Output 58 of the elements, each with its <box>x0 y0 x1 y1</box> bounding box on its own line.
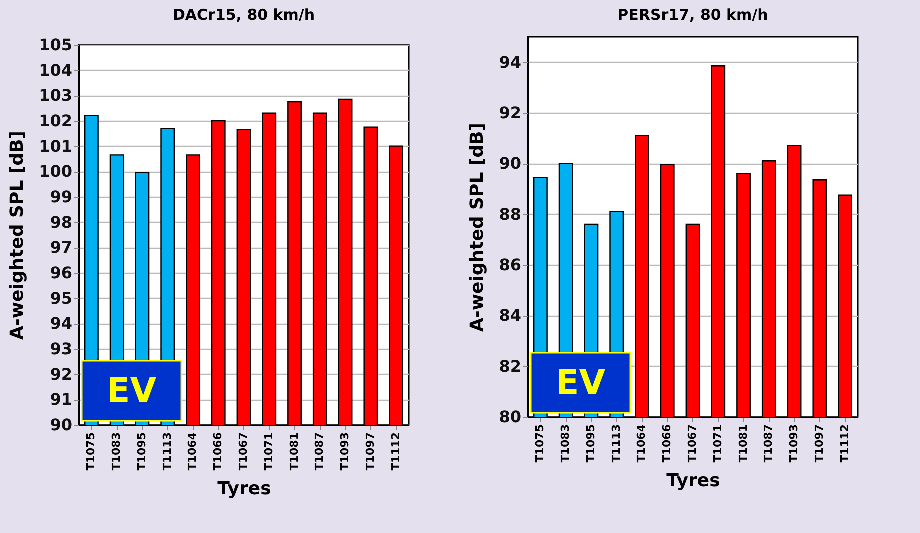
y-axis-title: A-weighted SPL [dB] <box>467 122 488 332</box>
x-tick-label: T1081 <box>288 432 301 471</box>
x-tick-label: T1097 <box>364 432 377 471</box>
y-tick-label: 101 <box>39 136 72 156</box>
x-tick-label: T1095 <box>584 424 598 463</box>
x-tick-label: T1095 <box>135 432 148 471</box>
y-tick-label: 102 <box>39 112 72 130</box>
x-tick-label: T1071 <box>711 424 724 463</box>
y-tick-label: 96 <box>50 264 72 282</box>
y-axis-title: A-weighted SPL [dB] <box>7 130 28 340</box>
y-tick-label: 88 <box>499 204 522 224</box>
y-tick-label: 105 <box>39 36 72 54</box>
y-tick-label: 95 <box>50 288 72 308</box>
x-tick-label: T1066 <box>660 424 674 463</box>
x-tick-label: T1113 <box>160 432 174 471</box>
x-tick-label: T1097 <box>812 424 826 463</box>
y-tick-label: 92 <box>499 104 522 122</box>
x-axis-title: Tyres <box>666 470 720 492</box>
y-tick-label: 86 <box>499 256 522 274</box>
y-tick-label: 100 <box>39 162 72 182</box>
x-tick-label: T1087 <box>313 432 326 471</box>
x-tick-label: T1112 <box>389 432 402 471</box>
x-tick-label: T1064 <box>635 424 648 463</box>
x-tick-label: T1071 <box>262 432 276 471</box>
y-tick-label: 98 <box>50 212 72 232</box>
x-axis-title: Tyres <box>218 478 272 500</box>
y-tick-label: 91 <box>50 390 72 410</box>
y-tick-label: 97 <box>50 238 72 258</box>
y-tick-label: 84 <box>499 306 522 326</box>
x-tick-label: T1093 <box>788 424 801 463</box>
y-tick-label: 93 <box>50 340 72 358</box>
x-tick-label: T1067 <box>237 432 250 471</box>
y-tick-label: 90 <box>499 154 522 174</box>
x-tick-label: T1113 <box>610 424 623 463</box>
x-tick-label: T1083 <box>110 432 124 471</box>
x-tick-label: T1087 <box>762 424 776 463</box>
x-tick-label: T1112 <box>838 424 852 463</box>
y-tick-label: 80 <box>499 408 522 426</box>
x-tick-label: T1066 <box>212 432 225 471</box>
y-tick-label: 94 <box>499 52 522 72</box>
y-tick-label: 99 <box>50 188 72 206</box>
x-tick-label: T1067 <box>686 424 699 463</box>
annotation: EV <box>106 371 158 411</box>
y-tick-label: 92 <box>50 364 72 384</box>
y-tick-label: 94 <box>50 314 72 334</box>
chart-title: DACr15, 80 km/h <box>172 6 316 24</box>
y-tick-label: 104 <box>39 60 72 80</box>
chart-title: PERSr17, 80 km/h <box>618 6 768 24</box>
annotation: EV <box>556 363 606 403</box>
x-tick-label: T1064 <box>186 432 200 471</box>
x-tick-label: T1075 <box>84 432 98 471</box>
y-tick-label: 90 <box>50 416 72 434</box>
x-tick-label: T1083 <box>559 424 572 463</box>
x-tick-label: T1093 <box>338 432 352 471</box>
y-tick-label: 82 <box>499 356 522 376</box>
y-tick-label: 103 <box>39 86 72 106</box>
x-tick-label: T1081 <box>736 424 750 463</box>
x-tick-label: T1075 <box>534 424 547 463</box>
